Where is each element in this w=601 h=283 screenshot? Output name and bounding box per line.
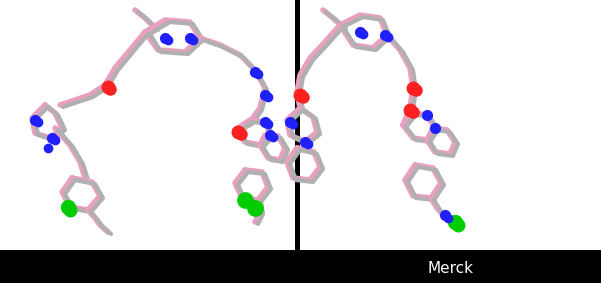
Text: Merck: Merck <box>427 261 474 276</box>
